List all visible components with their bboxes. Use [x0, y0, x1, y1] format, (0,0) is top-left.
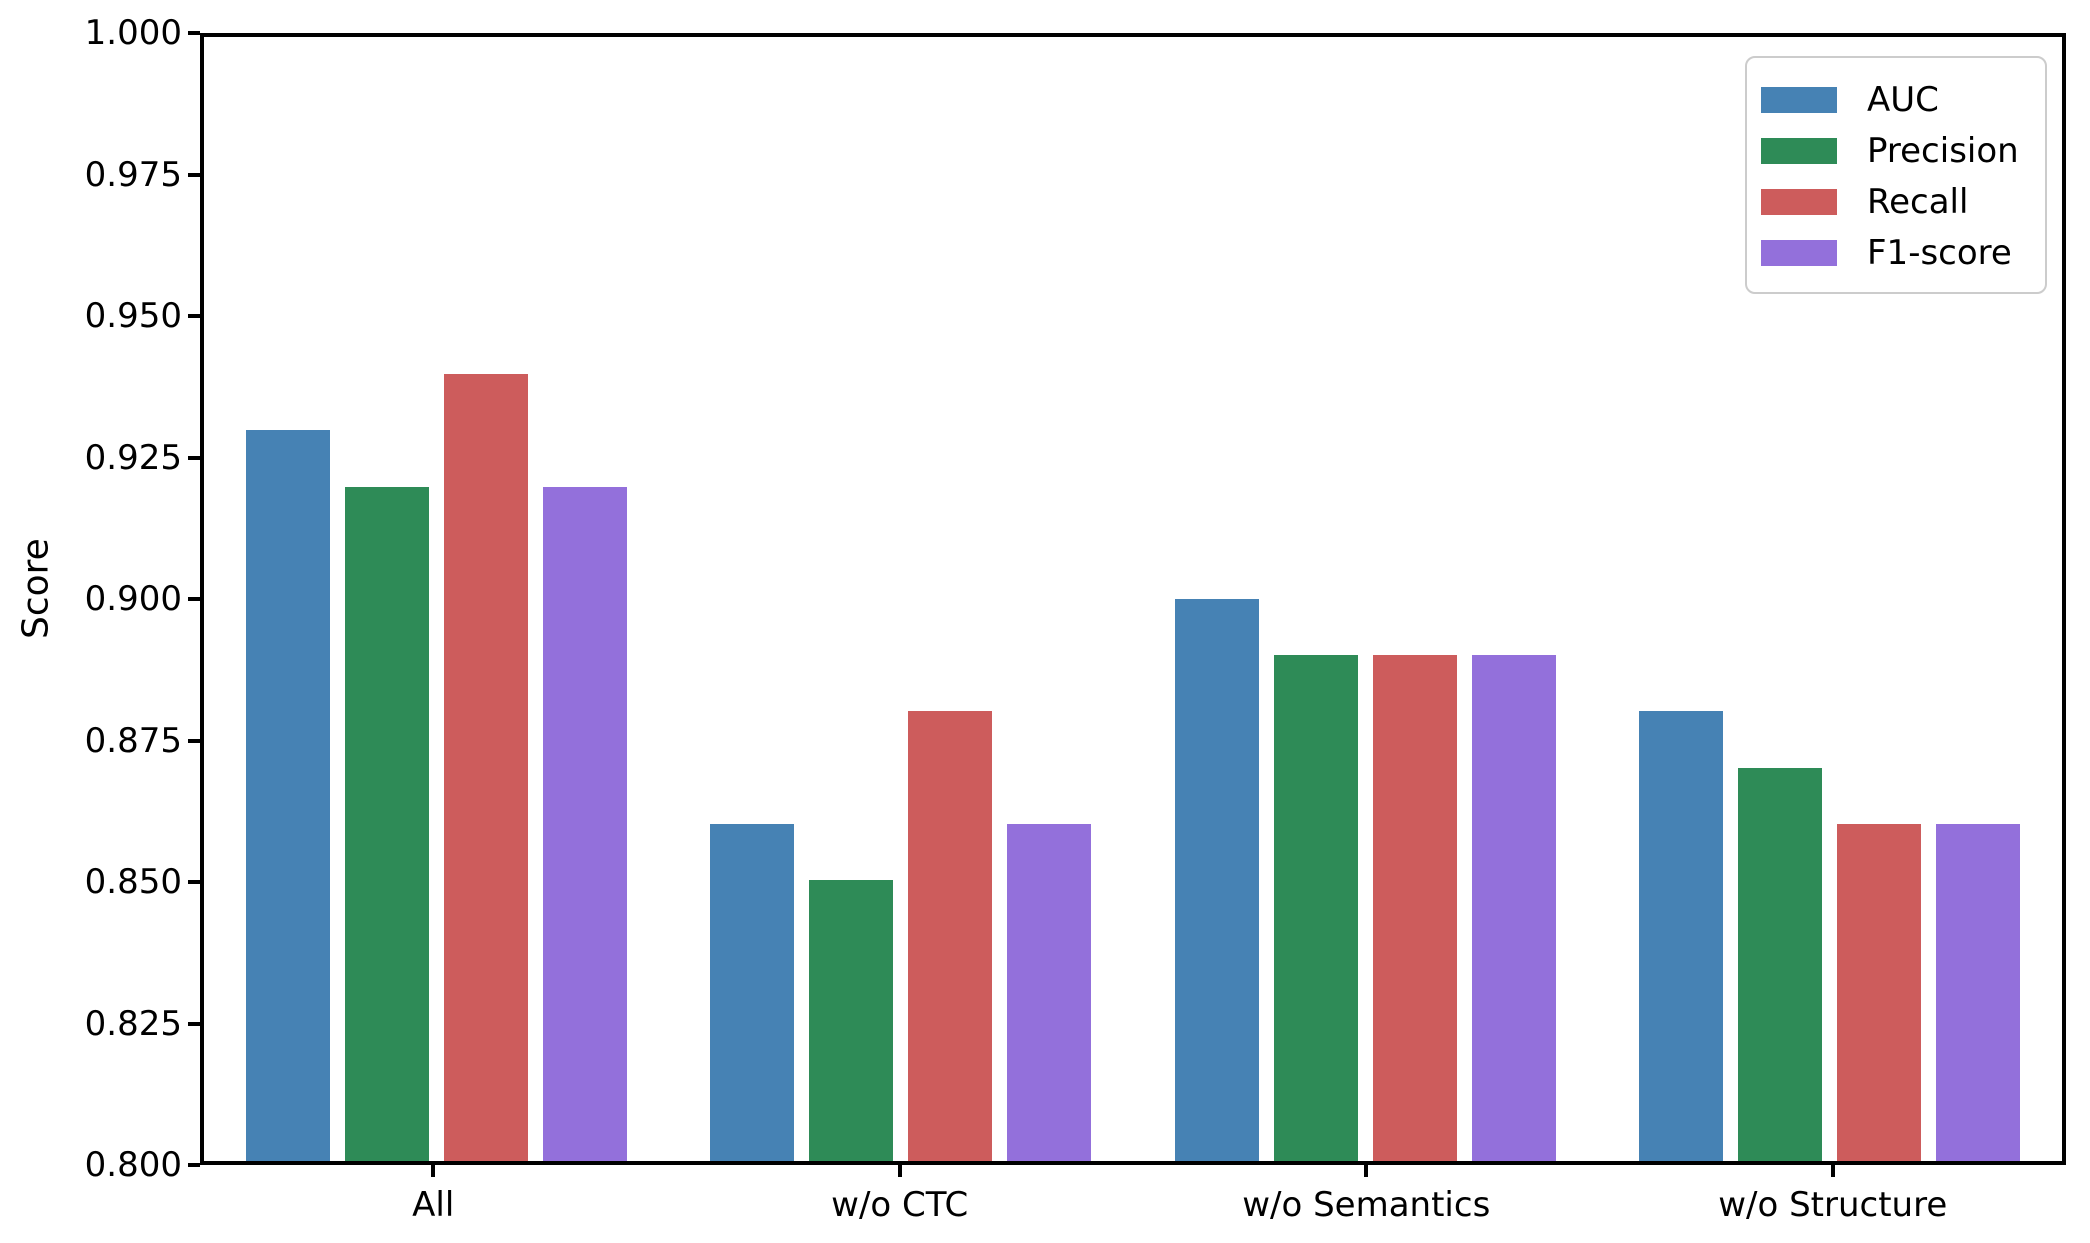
bar-group-w-o-ctc [669, 37, 1134, 1161]
bar [1273, 655, 1358, 1161]
y-tick-label: 0.800 [84, 1145, 182, 1185]
legend-label: Recall [1867, 181, 1969, 222]
legend-swatch [1761, 137, 1837, 164]
bar [1471, 655, 1556, 1161]
y-tick-mark [188, 455, 200, 460]
y-tick-label: 0.875 [84, 720, 182, 761]
bar-group-w-o-semantics [1133, 37, 1598, 1161]
legend-row: Precision [1761, 125, 2045, 176]
y-tick-mark [188, 738, 200, 743]
y-tick-label: 1.000 [84, 13, 182, 53]
bar [443, 374, 528, 1161]
legend: AUC Precision Recall F1-score [1745, 56, 2047, 294]
legend-row: AUC [1761, 74, 2045, 125]
y-tick-label: 0.900 [84, 579, 182, 619]
y-tick-mark [188, 172, 200, 177]
bar [710, 823, 795, 1161]
bar [1372, 655, 1457, 1161]
legend-swatch [1761, 239, 1837, 266]
x-tick-mark [431, 1165, 436, 1177]
x-tick-label: w/o CTC [831, 1185, 969, 1225]
bar [1007, 823, 1092, 1161]
bar [1174, 599, 1259, 1161]
legend-row: Recall [1761, 176, 2045, 227]
x-tick-label: w/o Structure [1718, 1185, 1948, 1225]
bars-container [204, 37, 2062, 1161]
plot-area: AUC Precision Recall F1-score [200, 33, 2066, 1165]
legend-label: F1-score [1867, 232, 2012, 273]
y-tick-label: 0.825 [84, 1003, 182, 1044]
bar [1738, 767, 1823, 1161]
y-tick-label: 0.925 [84, 437, 182, 478]
y-tick-mark [188, 31, 200, 35]
bar-group-all [204, 37, 669, 1161]
bar [1639, 711, 1724, 1161]
x-tick-mark [1364, 1165, 1369, 1177]
y-tick-mark [188, 314, 200, 318]
bar [542, 486, 627, 1161]
bar [809, 880, 894, 1161]
y-tick-label: 0.950 [84, 296, 182, 336]
y-tick-mark [188, 1163, 200, 1167]
x-tick-mark [1830, 1165, 1835, 1177]
legend-swatch [1761, 188, 1837, 215]
x-tick-label: All [412, 1185, 455, 1225]
y-tick-label: 0.975 [84, 154, 182, 195]
legend-row: F1-score [1761, 227, 2045, 278]
bar [344, 486, 429, 1161]
x-tick-mark [897, 1165, 902, 1177]
bar-group-w-o-structure [1598, 37, 2063, 1161]
bar [245, 430, 330, 1161]
bar [908, 711, 993, 1161]
legend-label: AUC [1867, 79, 1939, 120]
bar [1936, 823, 2021, 1161]
y-tick-label: 0.850 [84, 862, 182, 902]
y-tick-mark [188, 1021, 200, 1026]
legend-swatch [1761, 86, 1837, 113]
bar [1837, 823, 1922, 1161]
y-tick-mark [188, 880, 200, 884]
x-tick-label: w/o Semantics [1242, 1185, 1491, 1225]
y-tick-mark [188, 597, 200, 601]
legend-label: Precision [1867, 130, 2019, 171]
